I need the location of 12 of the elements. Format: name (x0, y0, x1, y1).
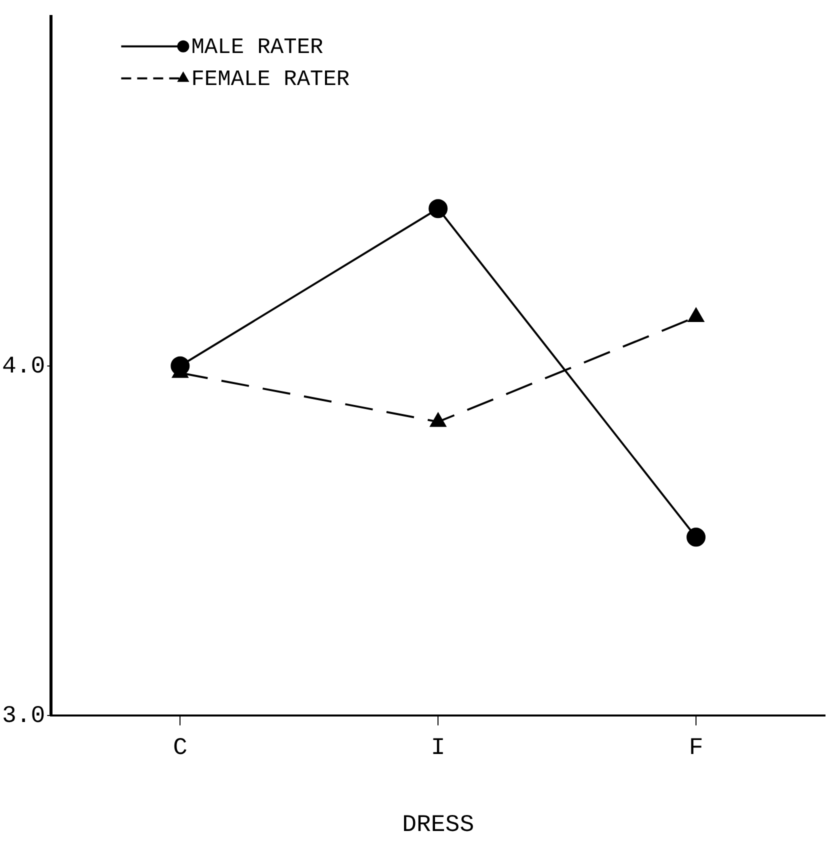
x-tick-label: C (172, 735, 188, 762)
y-tick-label: 4.0 (2, 353, 46, 380)
x-axis-title: DRESS (402, 812, 474, 839)
legend-label: FEMALE RATER (191, 67, 350, 92)
point (686, 528, 706, 547)
y-tick-label: 3.0 (2, 702, 46, 730)
point (430, 412, 446, 427)
x-tick-label: I (430, 735, 446, 762)
point (688, 307, 704, 322)
legend-label: MALE RATER (191, 35, 324, 60)
point (428, 199, 448, 218)
x-tick-label: F (688, 735, 704, 762)
